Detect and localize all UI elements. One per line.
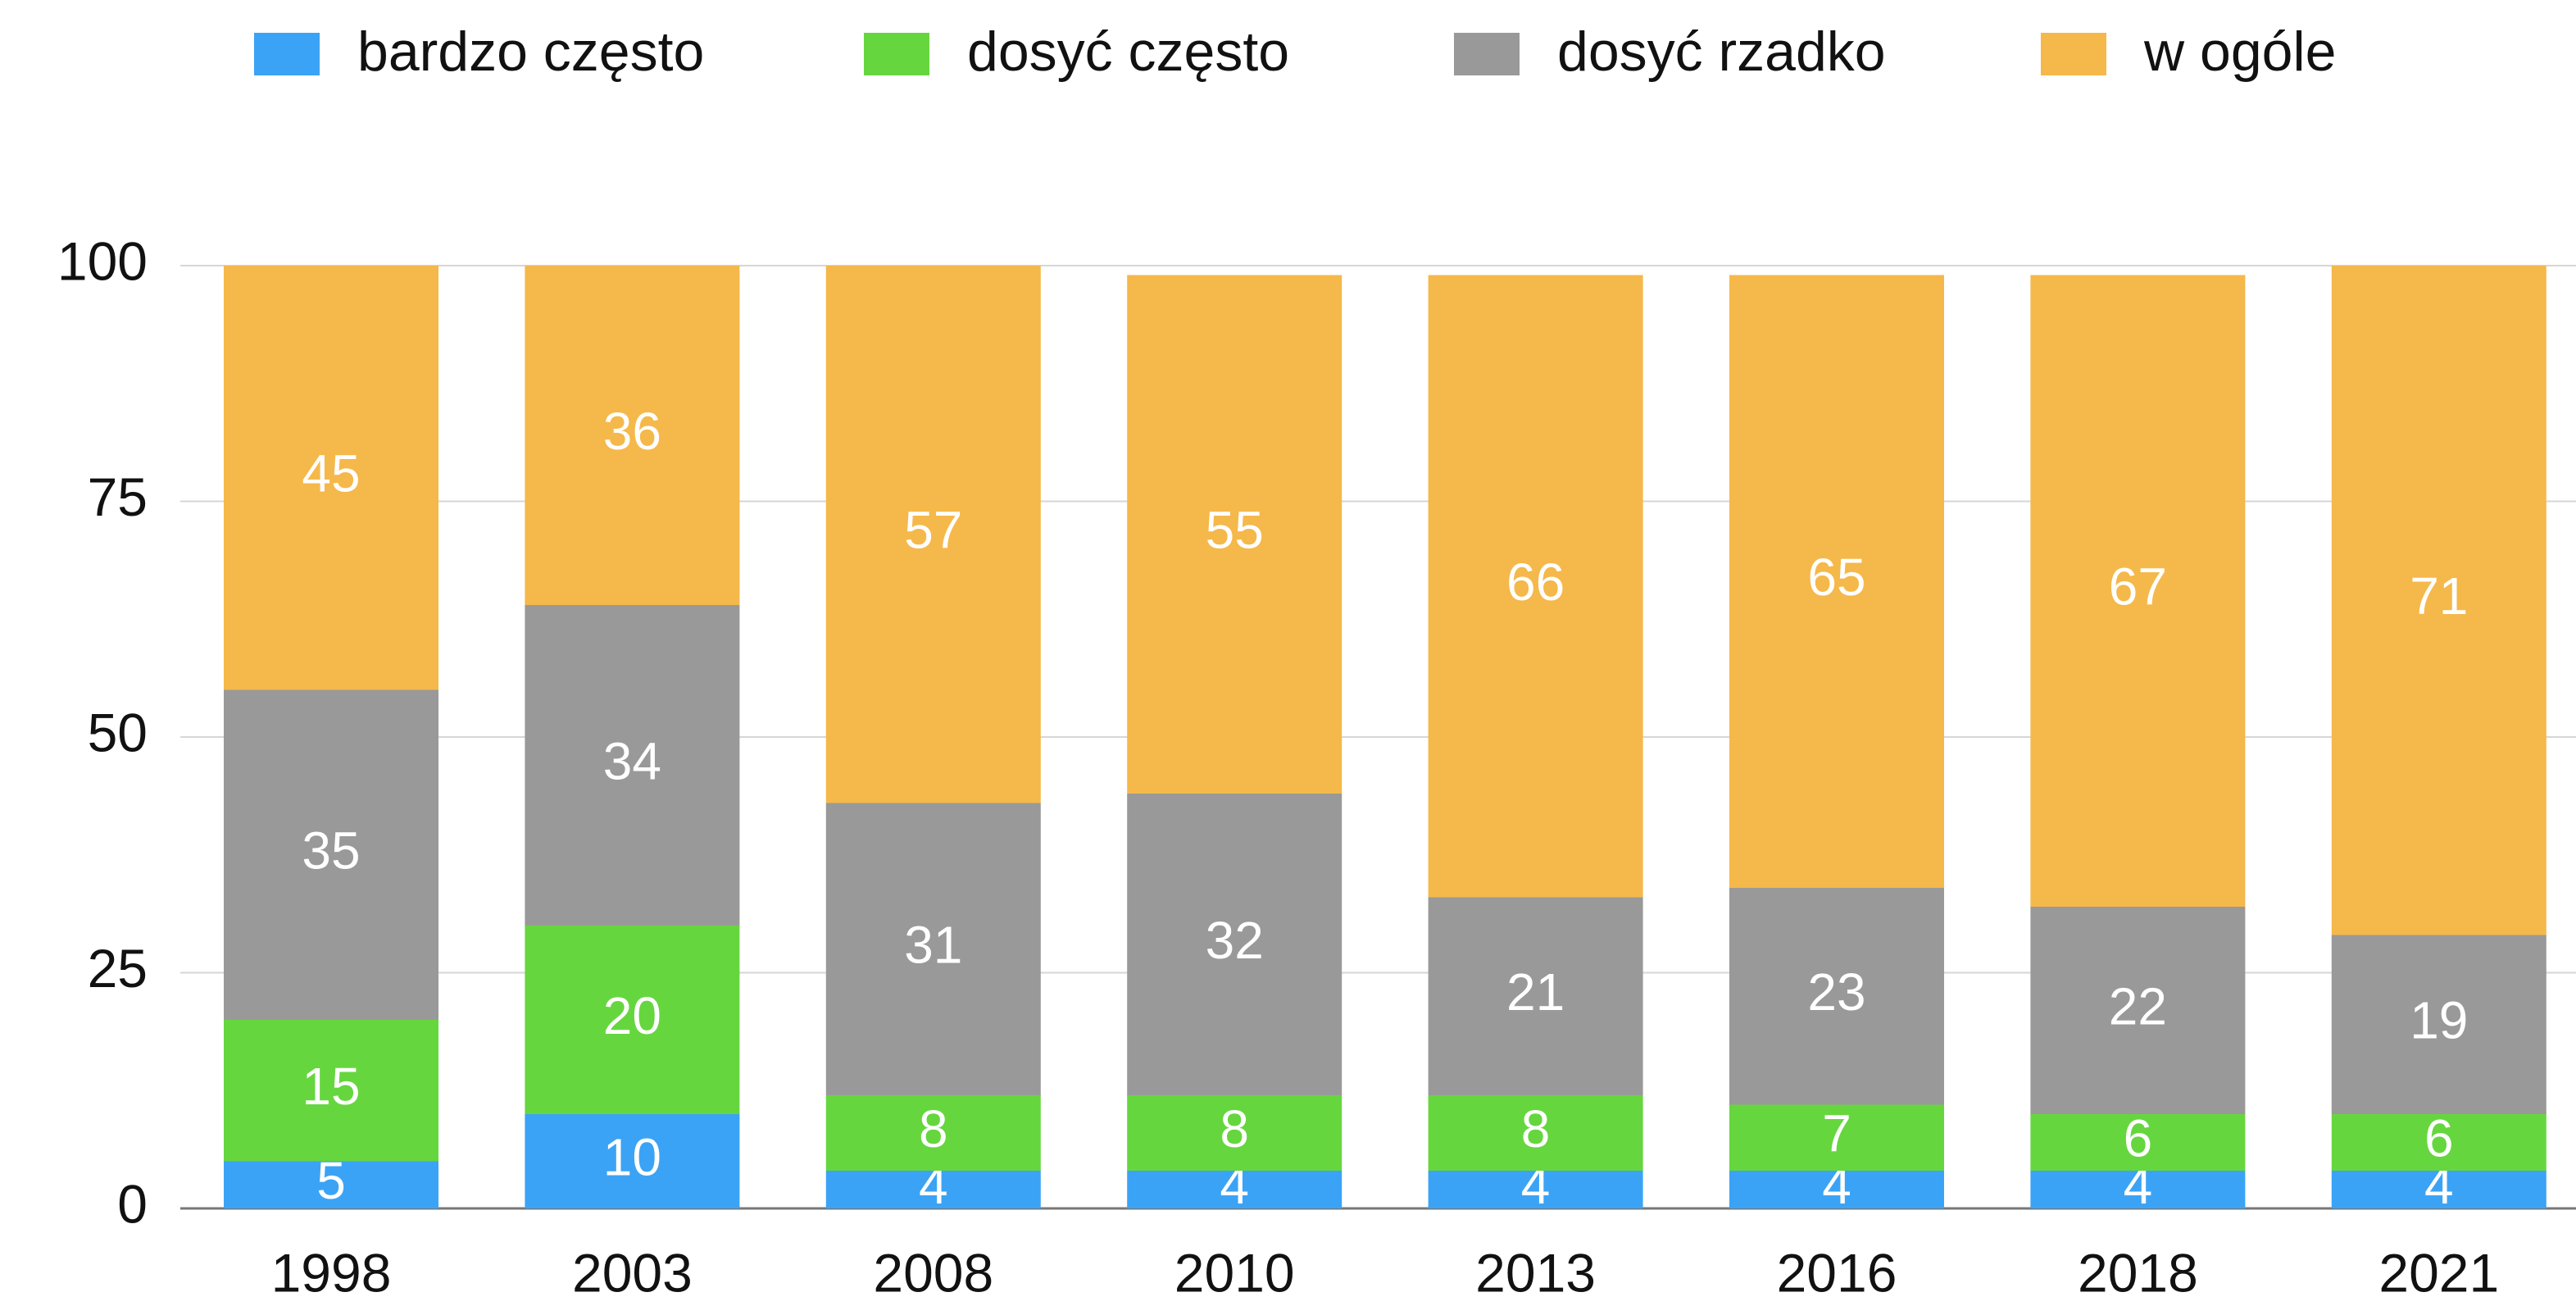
- bar-segment: [1127, 1095, 1343, 1171]
- data-label: 71: [2410, 566, 2468, 626]
- bar-segment: [1729, 1171, 1944, 1208]
- data-label: 35: [302, 821, 360, 880]
- data-label: 7: [1822, 1104, 1851, 1163]
- x-tick-label: 2008: [873, 1242, 993, 1303]
- y-tick-label: 50: [88, 702, 148, 762]
- data-label: 34: [603, 731, 661, 790]
- legend-label: dosyć rzadko: [1557, 20, 1886, 83]
- data-label: 20: [603, 986, 661, 1045]
- data-label: 15: [302, 1057, 360, 1116]
- bar-segment: [1428, 897, 1643, 1095]
- legend-swatch: [254, 33, 320, 75]
- bar-segment: [1729, 888, 1944, 1105]
- data-label: 23: [1807, 962, 1865, 1022]
- bar-segment: [2331, 1171, 2546, 1208]
- bar-segment: [825, 1095, 1041, 1171]
- y-tick-label: 0: [117, 1173, 148, 1234]
- bar-segment: [224, 1161, 438, 1208]
- bar-segment: [525, 926, 740, 1114]
- bar-segment: [825, 266, 1041, 803]
- bar-segment: [1127, 1171, 1343, 1208]
- data-label: 32: [1206, 911, 1264, 970]
- bar-segment: [2030, 1171, 2246, 1208]
- bar-segment: [1127, 275, 1343, 794]
- y-tick-label: 75: [88, 466, 148, 527]
- x-tick-label: 2018: [2078, 1242, 2198, 1303]
- bar-segment: [825, 1171, 1041, 1208]
- bar-segment: [1428, 275, 1643, 898]
- legend-swatch: [1454, 33, 1520, 75]
- data-label: 8: [1220, 1099, 1249, 1158]
- data-label: 22: [2109, 976, 2167, 1035]
- bar-segment: [2030, 907, 2246, 1114]
- data-label: 57: [904, 501, 962, 560]
- bar-segment: [2030, 275, 2246, 907]
- bar-segment: [1428, 1171, 1643, 1208]
- bar-segment: [1428, 1095, 1643, 1171]
- data-label: 66: [1506, 553, 1565, 612]
- bar-segment: [525, 266, 740, 605]
- legend-label: w ogóle: [2143, 20, 2336, 83]
- bar-segment: [2331, 266, 2546, 935]
- x-tick-label: 1998: [271, 1242, 392, 1303]
- x-tick-label: 2021: [2378, 1242, 2499, 1303]
- legend-swatch: [864, 33, 929, 75]
- bar-segment: [1729, 1104, 1944, 1171]
- data-label: 10: [603, 1127, 661, 1186]
- bar-segment: [2030, 1114, 2246, 1171]
- data-label: 21: [1506, 962, 1565, 1022]
- legend-label: dosyć często: [967, 20, 1289, 83]
- y-tick-label: 25: [88, 938, 148, 999]
- data-label: 65: [1807, 548, 1865, 607]
- data-label: 45: [302, 444, 360, 503]
- data-label: 6: [2124, 1108, 2153, 1167]
- data-label: 36: [603, 402, 661, 461]
- data-label: 19: [2410, 991, 2468, 1050]
- bar-segment: [2331, 1114, 2546, 1171]
- bar-segment: [224, 689, 438, 1020]
- x-tick-label: 2003: [572, 1242, 693, 1303]
- x-tick-label: 2016: [1777, 1242, 1897, 1303]
- bar-segment: [224, 266, 438, 690]
- data-label: 67: [2109, 557, 2167, 617]
- x-tick-label: 2013: [1475, 1242, 1596, 1303]
- bar-segment: [224, 1020, 438, 1162]
- legend-label: bardzo często: [357, 20, 704, 83]
- bar-segment: [1729, 275, 1944, 888]
- data-label: 31: [904, 916, 962, 975]
- bar-segment: [525, 605, 740, 926]
- bar-segment: [525, 1114, 740, 1208]
- bar-segment: [2331, 935, 2546, 1114]
- data-label: 6: [2424, 1108, 2454, 1167]
- legend-swatch: [2041, 33, 2106, 75]
- data-label: 55: [1206, 501, 1264, 560]
- x-tick-label: 2010: [1174, 1242, 1295, 1303]
- y-tick-label: 100: [57, 230, 148, 291]
- data-label: 8: [1521, 1099, 1551, 1158]
- bar-segment: [1127, 794, 1343, 1095]
- data-label: 8: [919, 1099, 948, 1158]
- bar-segment: [825, 803, 1041, 1095]
